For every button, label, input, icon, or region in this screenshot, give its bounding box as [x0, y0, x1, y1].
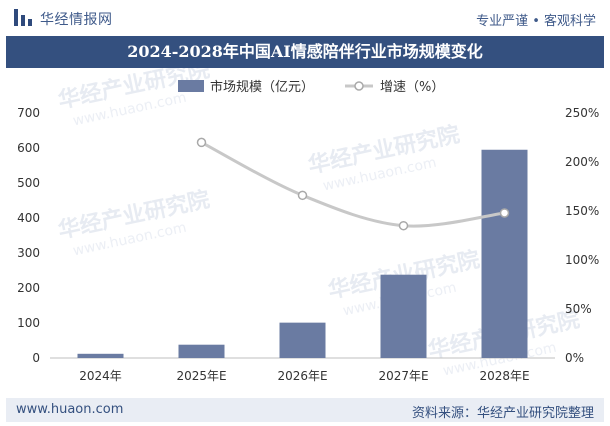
- y2-tick-label: 50%: [565, 302, 592, 316]
- x-tick-label: 2024年: [79, 369, 122, 383]
- growth-point: [499, 208, 510, 218]
- x-tick-label: 2028年E: [479, 369, 529, 383]
- brand-name: 华经情报网: [40, 12, 113, 28]
- legend-line-marker: [354, 81, 364, 91]
- y2-tick-label: 150%: [565, 204, 599, 218]
- bar: [380, 274, 427, 358]
- bar: [77, 353, 124, 358]
- legend-bar-label: 市场规模（亿元）: [210, 79, 314, 95]
- y-tick-label: 500: [17, 176, 40, 190]
- footer-bar: www.huaon.com 资料来源：华经产业研究院整理: [6, 398, 604, 422]
- brand-logo-icon: [14, 9, 32, 26]
- legend-line-label: 增速（%）: [380, 80, 444, 95]
- y-tick-label: 100: [17, 316, 40, 330]
- x-tick-label: 2027年E: [378, 369, 428, 383]
- x-tick-label: 2026年E: [277, 369, 327, 383]
- legend-bar-swatch: [178, 80, 204, 92]
- bar: [481, 149, 528, 358]
- y2-tick-label: 100%: [565, 253, 599, 267]
- bar: [178, 344, 225, 358]
- y-tick-label: 600: [17, 141, 40, 155]
- growth-point: [196, 137, 207, 148]
- bar: [279, 322, 326, 358]
- chart-area: 华经产业研究院www.huaon.com华经产业研究院www.huaon.com…: [17, 68, 599, 383]
- growth-point: [398, 220, 409, 231]
- y2-tick-label: 200%: [565, 155, 599, 169]
- top-bar: 华经情报网 专业严谨 • 客观科学: [0, 0, 610, 36]
- y-tick-label: 300: [17, 246, 40, 260]
- y-tick-label: 400: [17, 211, 40, 225]
- chart-title: 2024-2028年中国AI情感陪伴行业市场规模变化: [6, 36, 604, 68]
- tagline: 专业严谨 • 客观科学: [476, 14, 596, 29]
- y-tick-label: 0: [32, 351, 40, 365]
- y2-tick-label: 250%: [565, 106, 599, 120]
- y-tick-label: 200: [17, 281, 40, 295]
- y2-tick-label: 0%: [565, 351, 584, 365]
- x-tick-label: 2025年E: [176, 369, 226, 383]
- footer-source: 资料来源：华经产业研究院整理: [411, 406, 594, 421]
- y-tick-label: 700: [17, 106, 40, 120]
- growth-point: [297, 190, 308, 201]
- growth-line: [200, 141, 505, 228]
- footer-website: www.huaon.com: [16, 402, 124, 417]
